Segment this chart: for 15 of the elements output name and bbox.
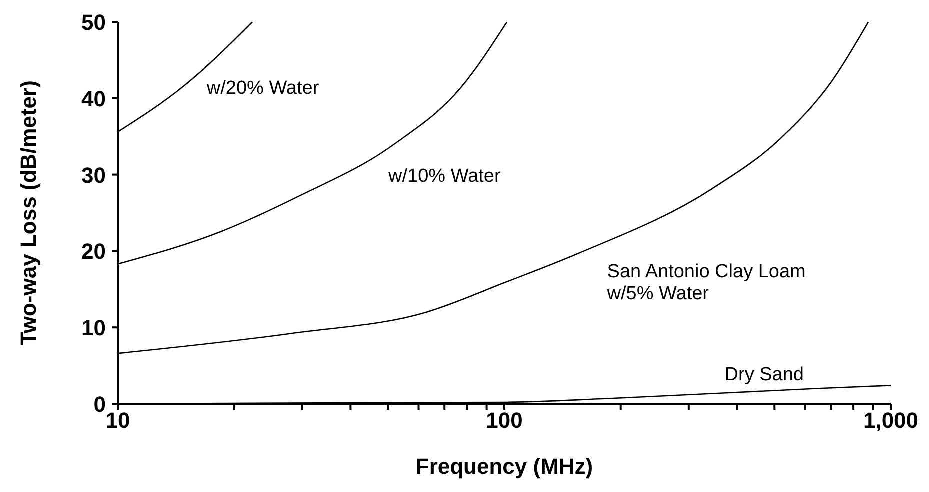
x-axis-title: Frequency (MHz) (416, 454, 594, 479)
x-tick-label: 10 (106, 408, 130, 433)
series-label: w/20% Water (206, 78, 320, 99)
y-tick-label: 40 (82, 86, 106, 112)
series-label: San Antonio Clay Loam w/5% Water (606, 261, 806, 304)
y-tick-label: 30 (82, 162, 106, 188)
x-tick-label: 100 (486, 408, 523, 433)
series-label: Dry Sand (724, 364, 804, 386)
series-label: w/10% Water (388, 166, 502, 187)
x-tick-label: 1,000 (863, 408, 919, 433)
y-tick-label: 0 (94, 392, 106, 417)
y-tick-label: 10 (82, 316, 106, 341)
y-axis-title: Two-way Loss (dB/meter) (16, 80, 41, 346)
y-tick-label: 20 (82, 239, 106, 264)
y-tick-label: 50 (82, 10, 106, 35)
